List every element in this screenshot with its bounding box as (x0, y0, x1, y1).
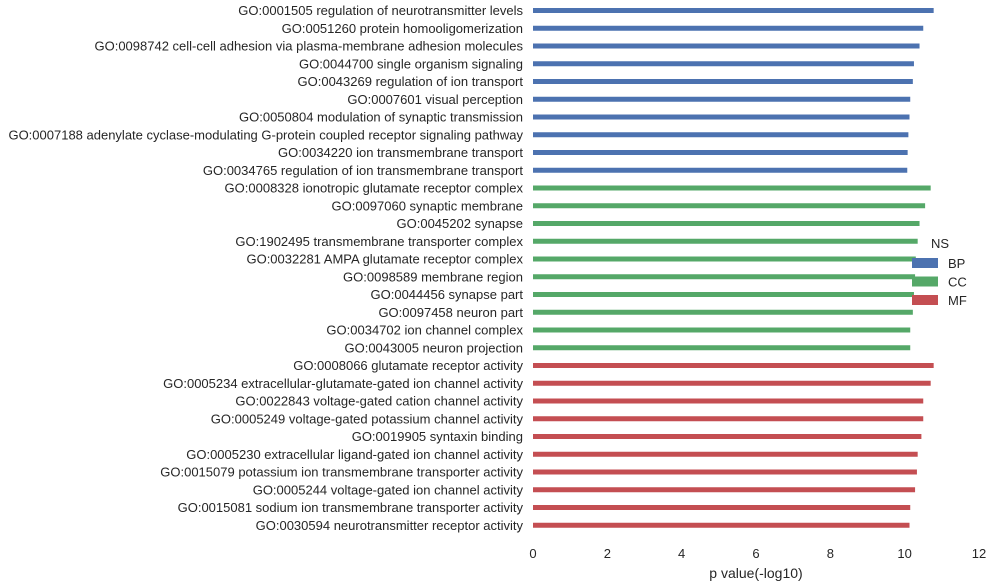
bar-bp (533, 96, 911, 102)
category-label: GO:0097060 synaptic membrane (332, 198, 524, 213)
bar-mf (533, 505, 911, 510)
category-label: GO:0015081 sodium ion transmembrane tran… (178, 500, 524, 515)
category-label: GO:0008328 ionotropic glutamate receptor… (225, 181, 524, 196)
category-label: GO:1902495 transmembrane transporter com… (235, 234, 523, 249)
category-label: GO:0007188 adenylate cyclase-modulating … (8, 127, 523, 142)
bar-mf (533, 380, 931, 386)
category-label: GO:0034702 ion channel complex (326, 323, 523, 338)
category-label: GO:0005230 extracellular ligand-gated io… (186, 447, 523, 462)
category-label: GO:0050804 modulation of synaptic transm… (239, 110, 523, 125)
category-label: GO:0043269 regulation of ion transport (298, 74, 524, 89)
bar-cc (533, 327, 911, 333)
bar-bp (533, 43, 920, 49)
bar-cc (533, 221, 920, 226)
x-tick-label: 10 (897, 546, 911, 561)
legend-label-bp: BP (948, 256, 965, 271)
bar-mf (533, 398, 924, 404)
x-tick-label: 0 (529, 546, 536, 561)
bar-mf (533, 469, 917, 475)
category-label: GO:0034765 regulation of ion transmembra… (203, 163, 524, 178)
bar-bp (533, 167, 908, 173)
category-label: GO:0098589 membrane region (343, 269, 523, 284)
bar-bp (533, 114, 910, 120)
category-label: GO:0034220 ion transmembrane transport (278, 145, 523, 160)
x-tick-label: 12 (972, 546, 986, 561)
legend-label-cc: CC (948, 275, 967, 290)
x-tick-label: 6 (752, 546, 759, 561)
legend-title: NS (931, 236, 949, 251)
bar-mf (533, 434, 922, 439)
bar-cc (533, 292, 914, 297)
bar-mf (533, 451, 918, 457)
category-label: GO:0097458 neuron part (378, 305, 523, 320)
legend-swatch-bp (912, 258, 938, 268)
bar-bp (533, 79, 913, 84)
category-label: GO:0022843 voltage-gated cation channel … (235, 394, 523, 409)
bar-bp (533, 61, 914, 67)
bar-cc (533, 345, 911, 351)
legend: NS BP CC MF (912, 236, 967, 308)
bar-cc (533, 238, 918, 244)
bar-bp (533, 150, 908, 155)
category-label: GO:0098742 cell-cell adhesion via plasma… (94, 39, 523, 54)
category-labels: GO:0001505 regulation of neurotransmitte… (8, 3, 523, 533)
category-label: GO:0043005 neuron projection (344, 340, 523, 355)
category-label: GO:0030594 neurotransmitter receptor act… (256, 518, 524, 533)
legend-swatch-cc (912, 276, 938, 287)
x-tick-label: 4 (678, 546, 685, 561)
category-label: GO:0044456 synapse part (371, 287, 524, 302)
category-label: GO:0015079 potassium ion transmembrane t… (160, 465, 523, 480)
legend-swatch-mf (912, 295, 938, 305)
category-label: GO:0007601 visual perception (347, 92, 523, 107)
bar-mf (533, 522, 910, 528)
bar-mf (533, 363, 934, 368)
x-axis: 0 2 4 6 8 10 12 (529, 546, 986, 561)
category-label: GO:0045202 synapse (397, 216, 523, 231)
category-label: GO:0008066 glutamate receptor activity (293, 358, 523, 373)
legend-label-mf: MF (948, 293, 967, 308)
category-label: GO:0051260 protein homooligomerization (282, 21, 523, 36)
bar-cc (533, 185, 931, 191)
bar-cc (533, 256, 916, 262)
x-tick-label: 8 (827, 546, 834, 561)
bar-mf (533, 416, 924, 422)
category-label: GO:0005234 extracellular-glutamate-gated… (163, 376, 523, 391)
bar-bp (533, 25, 924, 31)
x-axis-title: p value(-log10) (709, 565, 802, 581)
category-label: GO:0019905 syntaxin binding (352, 429, 523, 444)
category-label: GO:0044700 single organism signaling (299, 56, 523, 71)
bars-layer (533, 8, 934, 528)
category-label: GO:0032281 AMPA glutamate receptor compl… (246, 252, 523, 267)
bar-cc (533, 309, 913, 315)
bar-bp (533, 132, 909, 138)
bar-bp (533, 8, 934, 13)
category-label: GO:0005244 voltage-gated ion channel act… (253, 482, 524, 497)
x-tick-label: 2 (604, 546, 611, 561)
bar-cc (533, 274, 916, 280)
category-label: GO:0005249 voltage-gated potassium chann… (211, 411, 524, 426)
bar-cc (533, 203, 926, 209)
category-label: GO:0001505 regulation of neurotransmitte… (238, 3, 523, 18)
bar-mf (533, 487, 916, 493)
